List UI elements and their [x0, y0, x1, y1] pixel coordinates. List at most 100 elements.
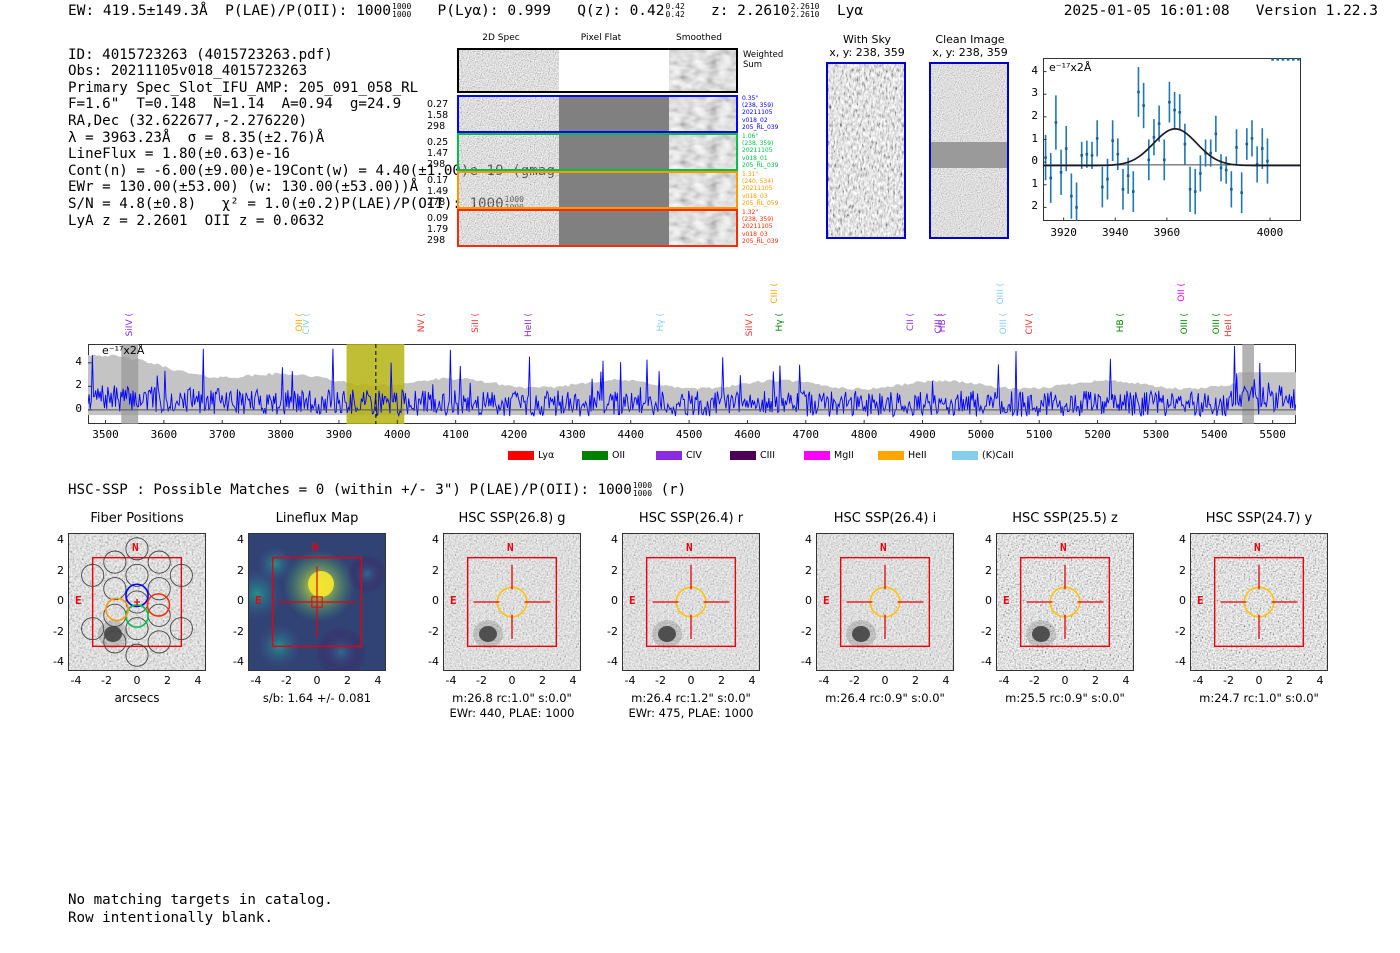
emission-line-marker-18: OII (: [1177, 283, 1188, 302]
row-2-2dspec: [459, 173, 559, 207]
compass-east-5: E: [1003, 594, 1010, 607]
thumbnail-title-3: HSC SSP(26.4) r: [638, 511, 744, 526]
legend-swatch-HeII: [878, 451, 904, 460]
thumbnail-caption1-5: m:25.5 rc:0.9" s:0.0": [1005, 691, 1125, 705]
thumbnail-image-5[interactable]: [996, 533, 1134, 671]
legend-swatch-MgII: [804, 451, 830, 460]
spectrum-xtick-3500: 3500: [92, 428, 119, 441]
legend-label-CIV: CIV: [686, 450, 702, 461]
line-fit-xtick-4000: 4000: [1256, 226, 1284, 239]
legend-item-(K)CaII: (K)CaII: [952, 450, 1014, 461]
info-line-redshifts: LyA z = 2.2601 OII z = 0.0632: [68, 212, 325, 229]
thumbnail-image-0[interactable]: [68, 533, 206, 671]
header-timestamp-version: 2025-01-05 16:01:08 Version 1.22.3: [1064, 3, 1378, 19]
thumbnail-image-1[interactable]: [248, 533, 386, 671]
info-line-obs: Obs: 20211105v018_4015723263: [68, 63, 308, 80]
thumb-4-ytick-1: 2: [805, 563, 812, 577]
weighted-sum-strip: [457, 48, 738, 93]
row-1-pixelflat: [559, 135, 669, 169]
legend-item-HeII: HeII: [878, 450, 927, 461]
spectrum-xtick-4400: 4400: [617, 428, 644, 441]
thumbnail-caption2-2: EWr: 440, PLAE: 1000: [449, 706, 575, 720]
thumb-1-ytick-4: -4: [233, 655, 244, 668]
thumb-2-ytick-4: -4: [428, 655, 439, 668]
compass-east-4: E: [823, 594, 830, 607]
col-header-smoothed: Smoothed: [676, 33, 722, 43]
spectrum-ytick-0: 0: [75, 401, 82, 415]
thumb-2-ytick-2: 0: [432, 594, 439, 607]
spectrum-xtick-3800: 3800: [267, 428, 294, 441]
thumbnail-xlabel-0: arcsecs: [114, 691, 160, 705]
thumb-3-ytick-4: -4: [607, 655, 618, 668]
version-label: Version 1.22.3: [1255, 3, 1378, 19]
emission-line-marker-9: CIII (: [770, 283, 781, 304]
thumbnail-image-2[interactable]: [443, 533, 581, 671]
with-sky-coords: x, y: 238, 359: [829, 46, 905, 59]
line-fit-xtick-3960: 3960: [1153, 226, 1181, 239]
col-header-2dspec: 2D Spec: [482, 33, 520, 43]
emission-line-marker-16: HB (: [1115, 313, 1126, 333]
header-line-id: Lyα: [836, 3, 864, 19]
legend-item-OII: OII: [582, 450, 625, 461]
thumbnail-caption1-1: s/b: 1.64 +/- 0.081: [262, 691, 372, 705]
thumb-1-ytick-2: 0: [237, 594, 244, 607]
row-3-smoothed: [669, 211, 736, 245]
thumb-5-xtick-4: 4: [1122, 674, 1130, 687]
thumb-3-xtick-3: 2: [718, 674, 725, 687]
thumbnail-image-3[interactable]: [622, 533, 760, 671]
thumb-5-xtick-0: -4: [998, 674, 1010, 687]
spectrum-units-label: e⁻¹⁷x2Å: [102, 344, 145, 357]
thumb-0-ytick-0: 4: [57, 533, 64, 546]
spectrum-xtick-4200: 4200: [500, 428, 528, 441]
emission-line-marker-10: CII (: [905, 313, 916, 331]
exposure-row-2: [457, 171, 738, 209]
row-1-smoothed: [669, 135, 736, 169]
thumb-0-xtick-0: -4: [70, 674, 82, 687]
line-fit-ytick-2: 2: [1031, 108, 1038, 122]
emission-line-marker-13: OIII (: [999, 313, 1010, 335]
thumb-6-xtick-0: -4: [1192, 674, 1204, 687]
thumbnail-title-6: HSC SSP(24.7) y: [1205, 511, 1313, 526]
header-z: z: 2.2610: [710, 3, 790, 19]
row-2-right-values: 1.31" (240, 534) 20211105 v018_03 205_RL_0…: [742, 171, 779, 207]
row-3-right-values: 1.32" (238, 359) 20211105 v018_03 205_RL_0…: [742, 209, 779, 245]
line-fit-ytick-1: 1: [1031, 176, 1038, 190]
line-fit-ytick-4: 4: [1031, 63, 1038, 77]
thumb-4-xtick-2: 0: [881, 674, 889, 687]
row-0-right-values: 0.35" (238, 359) 20211105 v018_02 205_RL_0…: [742, 95, 779, 131]
hsc-ssp-header: HSC-SSP : Possible Matches = 0 (within +…: [68, 482, 686, 499]
thumb-2-xtick-2: 0: [508, 674, 516, 687]
emission-line-marker-19: OIII (: [1212, 313, 1223, 335]
row-1-2dspec: [459, 135, 559, 169]
thumb-5-xtick-2: 0: [1061, 674, 1069, 687]
thumb-5-ytick-3: -2: [981, 624, 992, 638]
thumb-2-xtick-0: -4: [445, 674, 457, 687]
thumbnail-caption1-2: m:26.8 rc:1.0" s:0.0": [452, 691, 572, 705]
spectrum-xtick-4300: 4300: [559, 428, 586, 441]
spectrum-xtick-5100: 5100: [1025, 428, 1053, 441]
thumb-3-xtick-2: 0: [687, 674, 695, 687]
header-plae-value: 1000: [356, 3, 392, 19]
footer-line-2: Row intentionally blank.: [68, 910, 273, 926]
compass-east-0: E: [75, 594, 82, 607]
header-qz: Q(z): 0.42: [577, 3, 665, 19]
thumb-1-xtick-1: -2: [281, 674, 292, 687]
spectrum-xtick-4800: 4800: [850, 428, 878, 441]
thumb-2-xtick-1: -2: [476, 674, 487, 687]
emission-line-marker-4: SiII (: [471, 313, 482, 333]
compass-north-1: N: [312, 541, 319, 554]
line-fit-ytick-3: 3: [1031, 86, 1038, 100]
footer-line-1: No matching targets in catalog.: [68, 892, 333, 908]
compass-east-1: E: [255, 594, 262, 607]
header-summary-line: EW: 419.5±149.3Å P(LAE)/P(OII): 1000 1000…: [68, 3, 864, 20]
thumb-0-ytick-3: -2: [53, 624, 64, 638]
row-3-left-values: 0.09 1.79 298: [427, 213, 449, 246]
thumbnail-image-4[interactable]: [816, 533, 954, 671]
thumbnail-title-4: HSC SSP(26.4) i: [833, 511, 937, 526]
legend-label-MgII: MgII: [834, 450, 854, 461]
thumbnail-caption1-4: m:26.4 rc:0.9" s:0.0": [825, 691, 945, 705]
thumb-1-ytick-3: -2: [233, 624, 244, 638]
spectrum-xtick-5000: 5000: [967, 428, 995, 441]
thumbnail-image-6[interactable]: [1190, 533, 1328, 671]
compass-north-6: N: [1254, 541, 1261, 554]
